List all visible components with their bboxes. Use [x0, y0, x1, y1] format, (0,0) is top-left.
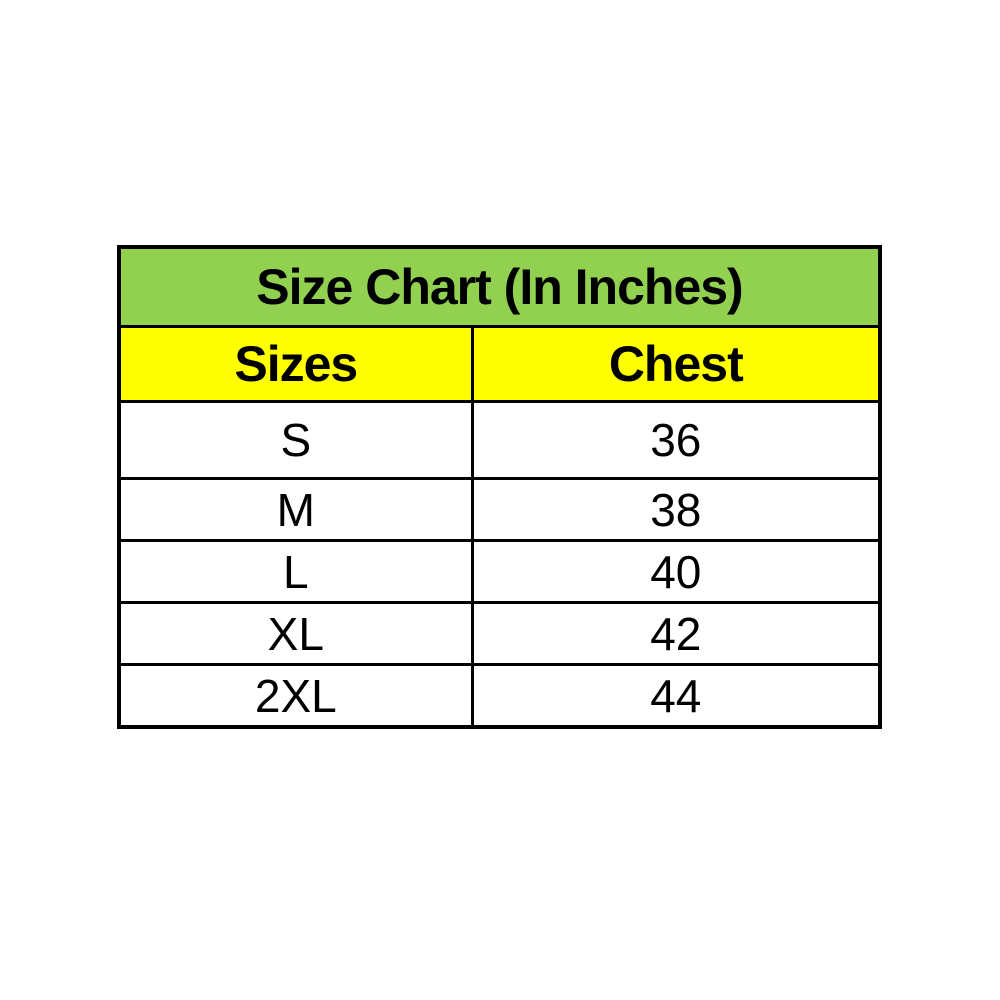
column-header-sizes: Sizes: [117, 325, 474, 403]
table-title-row: Size Chart (In Inches): [117, 245, 882, 328]
table-title: Size Chart (In Inches): [117, 245, 882, 328]
table-row: XL 42: [117, 601, 882, 666]
table-header-row: Sizes Chest: [117, 325, 882, 403]
table-row: 2XL 44: [117, 663, 882, 729]
chest-cell: 42: [470, 601, 882, 666]
table-row: M 38: [117, 477, 882, 542]
chest-cell: 44: [470, 663, 882, 729]
table-row: L 40: [117, 539, 882, 604]
size-cell: L: [117, 539, 474, 604]
size-cell: S: [117, 400, 474, 480]
size-cell: M: [117, 477, 474, 542]
size-cell: XL: [117, 601, 474, 666]
chest-cell: 40: [470, 539, 882, 604]
chest-cell: 36: [470, 400, 882, 480]
column-header-chest: Chest: [470, 325, 882, 403]
size-chart-table: Size Chart (In Inches) Sizes Chest S 36 …: [117, 245, 882, 729]
chest-cell: 38: [470, 477, 882, 542]
table-row: S 36: [117, 400, 882, 480]
size-cell: 2XL: [117, 663, 474, 729]
